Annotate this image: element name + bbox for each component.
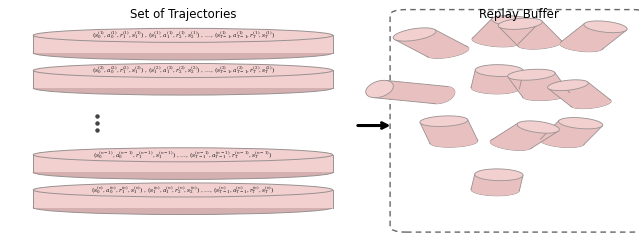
Polygon shape <box>518 38 562 49</box>
Polygon shape <box>540 121 602 148</box>
Polygon shape <box>430 137 478 147</box>
Polygon shape <box>365 80 394 98</box>
Text: $(s_0^{(1)}, a_0^{(1)}, r_1^{(1)}, s_1^{(1)})$ , $(s_1^{(1)}, a_1^{(1)}, r_2^{(1: $(s_0^{(1)}, a_0^{(1)}, r_1^{(1)}, s_1^{… <box>92 29 275 41</box>
Ellipse shape <box>33 148 333 162</box>
Polygon shape <box>540 136 584 148</box>
Text: $(s_0^{(n)}, a_0^{(n)}, r_1^{(n)}, s_1^{(n)})$ , $(s_1^{(n)}, a_1^{(n)}, r_2^{(n: $(s_0^{(n)}, a_0^{(n)}, r_1^{(n)}, s_1^{… <box>92 184 275 196</box>
Polygon shape <box>33 155 333 172</box>
Text: Replay Buffer: Replay Buffer <box>479 9 559 21</box>
Polygon shape <box>471 82 520 94</box>
Polygon shape <box>517 121 559 133</box>
Polygon shape <box>490 138 532 150</box>
Polygon shape <box>393 28 436 41</box>
Polygon shape <box>420 120 478 147</box>
Polygon shape <box>559 23 627 52</box>
Ellipse shape <box>33 81 333 95</box>
Polygon shape <box>472 36 518 47</box>
Polygon shape <box>570 98 611 109</box>
Polygon shape <box>498 18 542 29</box>
Polygon shape <box>475 169 523 181</box>
Polygon shape <box>559 118 603 129</box>
Polygon shape <box>395 29 469 58</box>
Polygon shape <box>508 73 570 100</box>
Polygon shape <box>499 21 562 49</box>
Polygon shape <box>508 69 555 80</box>
Text: $(s_0^{(n-1)}, a_0^{(n-1)}, r_1^{(n-1)}, s_1^{(n-1)})$ , ..., $(s_{T-1}^{(n-1)},: $(s_0^{(n-1)}, a_0^{(n-1)}, r_1^{(n-1)},… <box>93 149 273 161</box>
Ellipse shape <box>33 46 333 60</box>
Polygon shape <box>33 35 333 53</box>
Polygon shape <box>476 65 524 77</box>
Ellipse shape <box>33 201 333 214</box>
Polygon shape <box>374 80 455 104</box>
Ellipse shape <box>33 28 333 42</box>
Polygon shape <box>472 18 538 47</box>
Polygon shape <box>428 87 455 104</box>
Polygon shape <box>522 90 570 100</box>
Polygon shape <box>490 123 558 150</box>
Text: Set of Trajectories: Set of Trajectories <box>130 9 236 21</box>
Polygon shape <box>426 45 469 58</box>
Polygon shape <box>33 190 333 208</box>
Polygon shape <box>420 116 468 127</box>
Polygon shape <box>548 82 611 109</box>
Polygon shape <box>492 16 538 27</box>
Ellipse shape <box>33 64 333 77</box>
Polygon shape <box>559 40 603 52</box>
FancyBboxPatch shape <box>390 9 640 232</box>
Polygon shape <box>584 21 627 33</box>
Polygon shape <box>471 184 520 196</box>
Text: $(s_0^{(2)}, a_0^{(2)}, r_1^{(2)}, s_1^{(2)})$ , $(s_1^{(2)}, a_1^{(2)}, r_2^{(2: $(s_0^{(2)}, a_0^{(2)}, r_1^{(2)}, s_1^{… <box>92 65 275 76</box>
Polygon shape <box>548 80 588 91</box>
Ellipse shape <box>33 183 333 197</box>
Ellipse shape <box>33 165 333 179</box>
Polygon shape <box>33 70 333 88</box>
Polygon shape <box>471 70 524 94</box>
Polygon shape <box>471 174 523 196</box>
